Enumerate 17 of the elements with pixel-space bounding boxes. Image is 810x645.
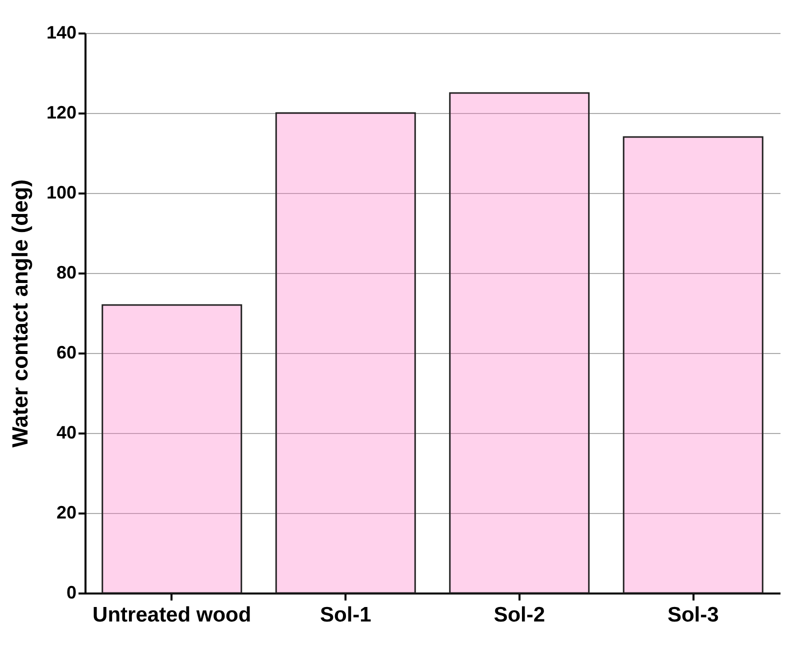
y-axis-title: Water contact angle (deg) bbox=[7, 179, 32, 448]
y-tick-label: 40 bbox=[56, 422, 76, 442]
y-tick-label: 0 bbox=[66, 582, 76, 602]
x-tick-label: Sol-2 bbox=[494, 604, 546, 626]
x-tick-label: Sol-3 bbox=[667, 604, 719, 626]
bar bbox=[102, 304, 242, 594]
y-tick-label: 140 bbox=[46, 22, 76, 42]
bar bbox=[622, 136, 764, 594]
x-tick-label: Untreated wood bbox=[92, 604, 252, 626]
y-tick-label: 120 bbox=[46, 102, 76, 122]
bar bbox=[275, 112, 416, 594]
y-tick-label: 20 bbox=[56, 502, 76, 522]
y-tick-label: 80 bbox=[56, 262, 76, 282]
y-tick-label: 100 bbox=[46, 182, 76, 202]
x-tick-label: Sol-1 bbox=[320, 604, 372, 626]
bar bbox=[449, 92, 590, 594]
y-tick-label: 60 bbox=[56, 342, 76, 362]
